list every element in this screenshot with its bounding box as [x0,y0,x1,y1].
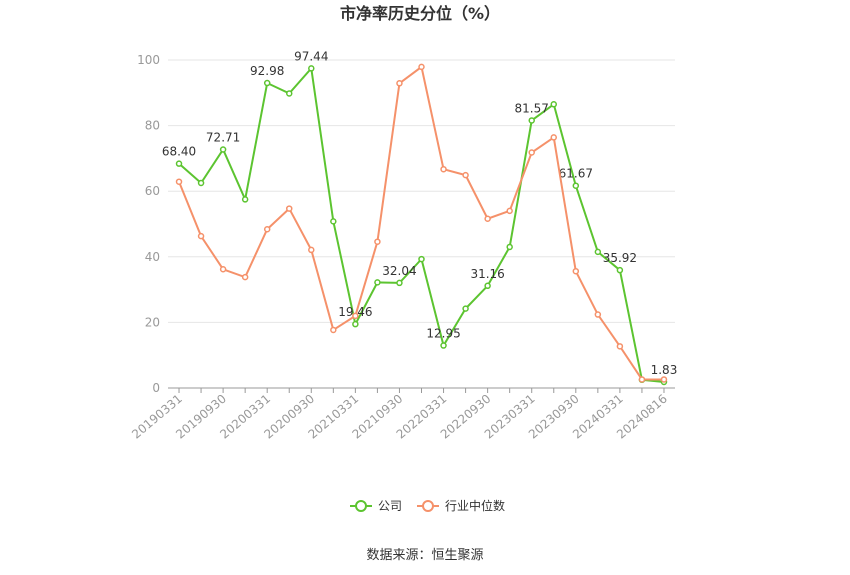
point [572,267,580,275]
source: 数据来源：恒生聚源 [366,548,483,563]
series-line [178,66,665,383]
point [219,266,227,273]
data-label: 81.57 [515,101,549,115]
point [528,117,535,124]
point [506,243,513,251]
legend-marker [422,500,434,512]
point [638,376,646,383]
point [219,146,227,153]
point [594,248,602,256]
point [241,196,249,203]
point [285,90,293,97]
data-label: 97.44 [294,49,328,63]
data-label: 1.83 [651,363,678,377]
y-tick-label: 0 [152,381,160,395]
point [550,134,558,141]
data-label: 35.92 [603,251,637,265]
legend-label: 公司 [378,499,402,513]
point [263,79,271,87]
point [528,149,535,156]
point [175,160,183,167]
point [594,311,602,318]
point [462,305,469,312]
point [175,178,183,185]
legend-marker [355,500,367,512]
data-label: 92.98 [250,64,284,78]
point [462,171,469,179]
y-tick-label: 100 [137,53,160,67]
point [285,205,293,212]
y-tick-label: 60 [145,184,160,198]
point [418,255,425,263]
point [418,63,425,71]
point [572,182,580,189]
point [440,342,447,349]
point [197,232,205,240]
y-tick-label: 40 [145,250,160,264]
series-line [178,65,664,381]
point [330,218,337,225]
data-label: 72.71 [206,131,240,145]
point [241,273,249,281]
point [374,238,381,245]
point [263,225,271,233]
point [616,343,624,350]
data-label: 32.04 [382,264,416,278]
point [616,266,624,274]
y-tick-label: 80 [145,119,160,133]
chart-title: 市净率历史分位（%） [340,4,500,23]
point [506,207,513,215]
point [308,246,315,254]
point [352,312,359,320]
point [396,279,403,287]
data-label: 31.16 [470,267,504,281]
point [440,165,447,173]
point [550,101,558,108]
point [308,65,315,72]
point [330,326,337,334]
point [396,80,403,87]
data-label: 61.67 [559,167,593,181]
point [352,320,359,328]
y-tick-label: 20 [145,315,160,329]
data-label: 12.95 [426,327,460,341]
point [484,215,491,223]
legend-label: 行业中位数 [445,498,505,513]
point [374,279,381,286]
data-label: 19.46 [338,305,372,319]
point [197,179,205,187]
point [484,282,491,290]
point [660,376,668,383]
data-label: 68.40 [162,145,196,159]
